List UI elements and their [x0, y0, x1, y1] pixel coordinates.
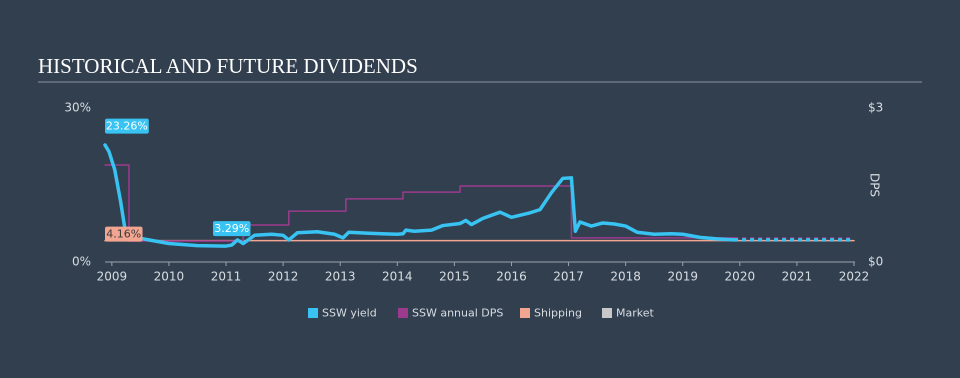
annotation-label: 4.16%	[106, 228, 141, 241]
x-tick-label: 2012	[268, 270, 299, 284]
x-tick-label: 2018	[610, 270, 641, 284]
series-line	[104, 164, 735, 242]
x-tick-label: 2017	[553, 270, 584, 284]
annotation-label: 23.26%	[106, 120, 148, 133]
x-tick-label: 2022	[839, 270, 870, 284]
annotation-box	[212, 221, 251, 237]
x-tick-label: 2011	[211, 270, 242, 284]
annotation-label: 3.29%	[214, 222, 249, 235]
y-tick-label: 0%	[72, 255, 91, 269]
chart-title: HISTORICAL AND FUTURE DIVIDENDS	[38, 54, 418, 78]
legend-swatch	[520, 308, 530, 318]
legend-swatch	[398, 308, 408, 318]
x-tick-label: 2016	[496, 270, 527, 284]
legend-label: Shipping	[534, 307, 582, 320]
x-tick-label: 2015	[439, 270, 470, 284]
annotation-box	[105, 118, 149, 134]
y2-tick-label: $0	[868, 255, 883, 269]
legend-label: SSW yield	[322, 307, 377, 320]
x-tick-label: 2014	[382, 270, 413, 284]
legend-swatch	[602, 308, 612, 318]
annotation-box	[105, 226, 143, 242]
legend-label: Market	[616, 307, 654, 320]
y2-axis-label: DPS	[868, 173, 882, 197]
y2-tick-label: $3	[868, 101, 883, 115]
y-tick-label: 30%	[64, 101, 91, 115]
x-tick-label: 2010	[154, 270, 185, 284]
x-tick-label: 2020	[725, 270, 756, 284]
series-line	[103, 143, 736, 248]
legend-label: SSW annual DPS	[412, 307, 503, 320]
x-tick-label: 2019	[667, 270, 698, 284]
legend-swatch	[308, 308, 318, 318]
x-tick-label: 2013	[325, 270, 356, 284]
x-tick-label: 2009	[97, 270, 128, 284]
x-tick-label: 2021	[782, 270, 813, 284]
